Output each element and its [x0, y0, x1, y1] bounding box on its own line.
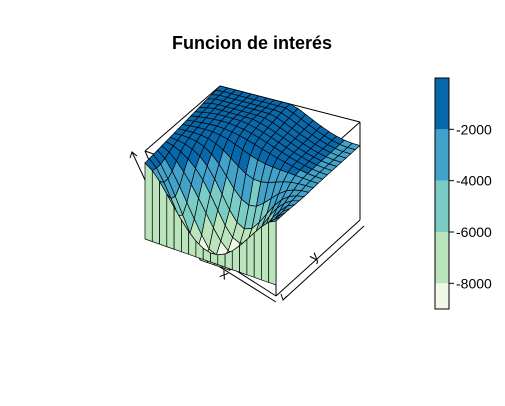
color-key: -2000 -4000 -6000 -8000	[434, 77, 492, 310]
surface-skirt	[261, 221, 270, 283]
surface-skirt	[217, 253, 226, 268]
color-key-bin	[435, 78, 449, 130]
y-axis-arrowhead	[280, 293, 288, 301]
box-edge	[275, 219, 361, 297]
z-axis-arrowhead	[129, 151, 138, 159]
surface-mesh	[144, 85, 361, 286]
surface-skirt	[231, 245, 240, 273]
color-key-tick-label: -4000	[456, 173, 492, 189]
color-key-tick-label: -2000	[456, 121, 492, 137]
surface-skirt	[239, 238, 248, 276]
color-key-frame	[434, 77, 450, 310]
surface-skirt	[224, 250, 233, 271]
surface-skirt	[253, 226, 262, 281]
color-key-bin	[435, 283, 449, 309]
box-edge	[144, 85, 221, 152]
y-axis-arrow	[282, 225, 365, 301]
color-key-bin	[435, 232, 449, 284]
surface-skirt	[268, 220, 277, 286]
surface-skirt	[246, 232, 255, 278]
color-key-bin	[435, 180, 449, 232]
color-key-bin	[435, 129, 449, 181]
surface-skirt	[151, 169, 160, 245]
color-key-tick-label: -8000	[456, 275, 492, 291]
surface-skirt	[144, 162, 153, 243]
color-key-tick-label: -6000	[456, 224, 492, 240]
chart-title: Funcion de interés	[172, 33, 332, 53]
